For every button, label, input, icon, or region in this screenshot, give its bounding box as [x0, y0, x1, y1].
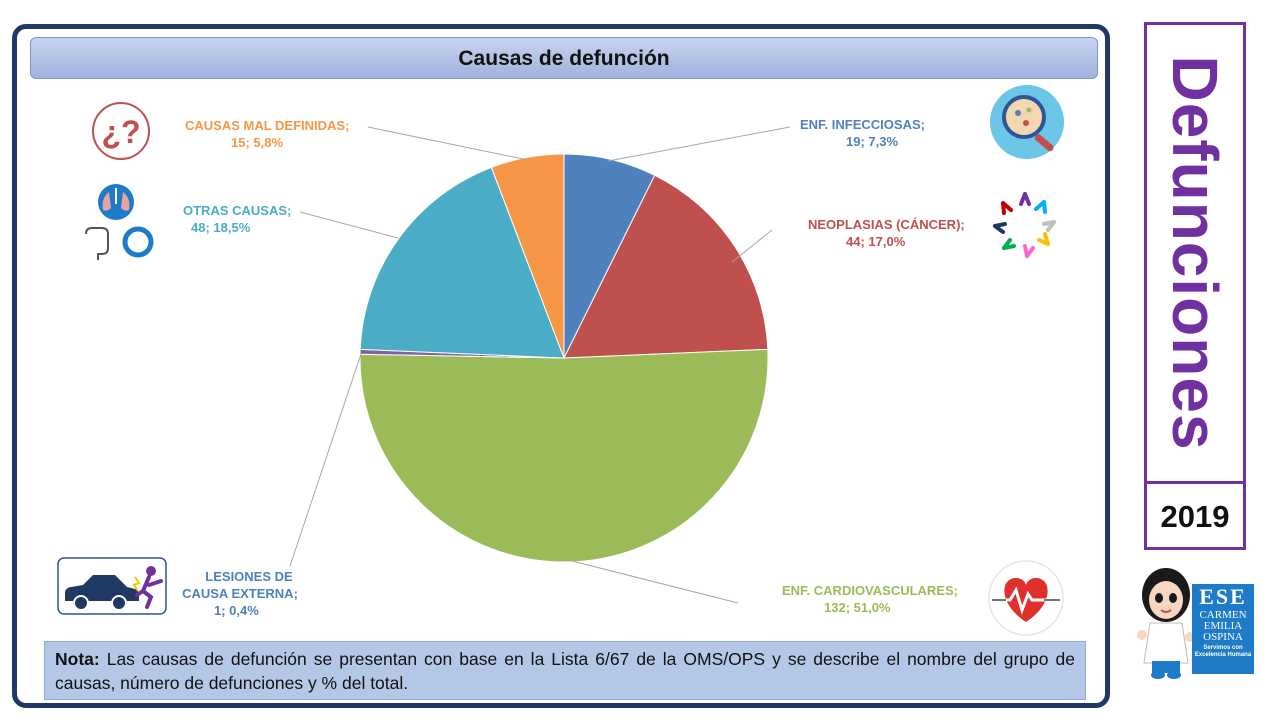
question-mark-icon: ¿?: [92, 102, 150, 160]
label-neoplasias: NEOPLASIAS (CÁNCER); 44; 17,0%: [808, 216, 965, 250]
label-mal-definidas-value: 15; 5,8%: [231, 135, 284, 150]
chart-title-bar: Causas de defunción: [30, 37, 1098, 79]
label-neoplasias-name: NEOPLASIAS (CÁNCER);: [808, 217, 965, 232]
year-label: 2019: [1160, 499, 1230, 534]
leader-line-otras: [299, 211, 399, 239]
note-label: Nota:: [55, 649, 100, 669]
chart-title: Causas de defunción: [458, 47, 670, 70]
label-mal-definidas-name: CAUSAS MAL DEFINIDAS;: [185, 118, 350, 133]
heart-pulse-icon: [988, 560, 1064, 636]
label-infecciosas: ENF. INFECCIOSAS; 19; 7,3%: [800, 116, 925, 150]
leader-line-neoplasias: [731, 229, 773, 263]
side-title-box: Defunciones: [1144, 22, 1246, 484]
label-otras: OTRAS CAUSAS; 48; 18,5%: [183, 202, 291, 236]
pie-slice-1: [563, 174, 769, 359]
nurse-mascot-icon: [1137, 568, 1194, 679]
label-cardiovasculares: ENF. CARDIOVASCULARES; 132; 51,0%: [782, 582, 958, 616]
logo-line3: OSPINA: [1203, 631, 1243, 643]
note-box: Nota: Las causas de defunción se present…: [44, 641, 1086, 700]
car-accident-icon: [57, 557, 167, 615]
label-mal-definidas: CAUSAS MAL DEFINIDAS; 15; 5,8%: [185, 117, 349, 151]
year-box: 2019: [1144, 484, 1246, 550]
leader-line-lesiones: [289, 353, 362, 567]
organs-icon: [85, 184, 154, 260]
label-infecciosas-name: ENF. INFECCIOSAS;: [800, 117, 925, 132]
label-neoplasias-value: 44; 17,0%: [846, 234, 906, 249]
pie-slice-5: [490, 153, 565, 359]
pie-slice-2: [359, 348, 769, 563]
label-lesiones-value: 1; 0,4%: [214, 603, 259, 618]
label-otras-value: 48; 18,5%: [191, 220, 251, 235]
leader-line-infecciosas: [607, 126, 791, 162]
logo-ese: ESE: [1199, 584, 1247, 609]
note-text: Las causas de defunción se presentan con…: [55, 649, 1075, 693]
logo-tagline: Servimos con Excelencia Humana: [1194, 645, 1252, 658]
label-lesiones: LESIONES DE CAUSA EXTERNA; 1; 0,4%: [178, 568, 302, 619]
cancer-ribbons-icon: [993, 192, 1056, 258]
label-otras-name: OTRAS CAUSAS;: [183, 203, 292, 218]
leader-line-mal-definidas: [367, 126, 529, 161]
label-cardiovasculares-name: ENF. CARDIOVASCULARES;: [782, 583, 958, 598]
pie-slice-4: [359, 166, 565, 359]
side-title: Defunciones: [1159, 55, 1231, 451]
microscope-germs-icon: [990, 85, 1064, 159]
label-cardiovasculares-value: 132; 51,0%: [824, 600, 891, 615]
logo-line2: EMILIA: [1203, 620, 1243, 632]
logo-line1: CARMEN: [1199, 609, 1247, 621]
svg-text:¿?: ¿?: [101, 114, 140, 150]
leader-line-cardiovasculares: [567, 559, 739, 604]
ese-logo: ESE CARMEN EMILIA OSPINA Servimos con Ex…: [1192, 584, 1254, 674]
label-infecciosas-value: 19; 7,3%: [846, 134, 899, 149]
